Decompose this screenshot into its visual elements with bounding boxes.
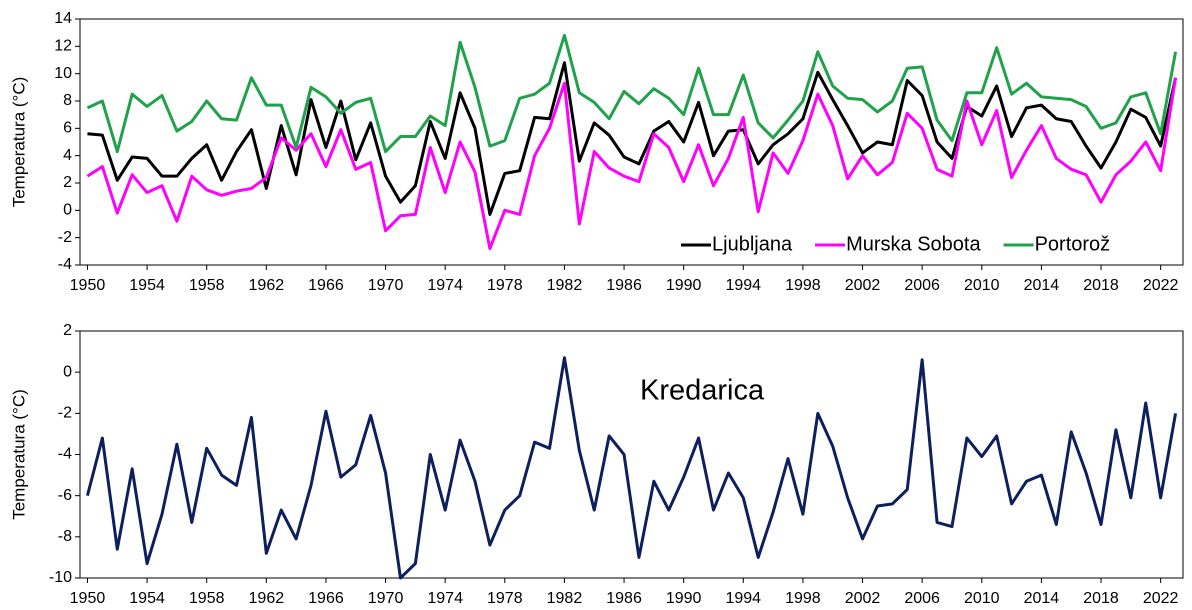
- legend-label: Ljubljana: [712, 233, 793, 255]
- x-tick-label: 1970: [368, 590, 404, 607]
- x-tick-label: 2022: [1143, 277, 1179, 294]
- x-tick-label: 1990: [666, 277, 702, 294]
- x-tick-label: 1994: [725, 277, 761, 294]
- x-tick-label: 1950: [70, 590, 106, 607]
- y-tick-label: -8: [58, 528, 72, 545]
- series-label: Kredarica: [640, 375, 765, 407]
- x-tick-label: 2022: [1143, 590, 1179, 607]
- plot-frame: [79, 330, 1184, 579]
- x-tick-label: 1998: [785, 277, 821, 294]
- x-tick-label: 1966: [308, 590, 344, 607]
- y-axis-label: Temperatura (°C): [9, 389, 28, 520]
- x-tick-label: 1970: [368, 277, 404, 294]
- x-tick-label: 2002: [845, 277, 881, 294]
- x-tick-label: 2014: [1024, 277, 1060, 294]
- x-tick-label: 2006: [904, 590, 940, 607]
- x-tick-label: 1994: [725, 590, 761, 607]
- x-tick-label: 1974: [427, 590, 463, 607]
- y-tick-label: 12: [54, 38, 72, 55]
- y-tick-label: -4: [58, 446, 72, 463]
- x-tick-label: 1986: [606, 590, 642, 607]
- series-line: [86, 33, 1178, 154]
- x-tick-label: 1966: [308, 277, 344, 294]
- y-tick-label: 0: [63, 202, 72, 219]
- y-tick-label: -2: [58, 405, 72, 422]
- y-axis-label: Temperatura (°C): [9, 77, 28, 208]
- y-tick-label: 4: [63, 147, 72, 164]
- y-tick-label: 10: [54, 65, 72, 82]
- y-tick-label: 8: [63, 92, 72, 109]
- y-tick-label: -6: [58, 487, 72, 504]
- x-tick-label: 1954: [129, 590, 165, 607]
- x-tick-label: 1986: [606, 277, 642, 294]
- legend-label: Portorož: [1035, 233, 1111, 255]
- x-tick-label: 1962: [249, 277, 285, 294]
- y-tick-label: 6: [63, 120, 72, 137]
- x-tick-label: 1962: [249, 590, 285, 607]
- x-tick-label: 1958: [189, 590, 225, 607]
- x-tick-label: 2010: [964, 277, 1000, 294]
- plot-frame: [79, 18, 1184, 266]
- y-tick-label: -10: [49, 569, 72, 586]
- series-line: [85, 356, 1178, 580]
- x-tick-label: 2010: [964, 590, 1000, 607]
- x-tick-label: 1950: [70, 277, 106, 294]
- x-tick-label: 1998: [785, 590, 821, 607]
- x-tick-label: 1982: [547, 590, 583, 607]
- x-tick-label: 2018: [1083, 590, 1119, 607]
- x-tick-label: 1990: [666, 590, 702, 607]
- x-tick-label: 1978: [487, 277, 523, 294]
- x-tick-label: 2006: [904, 277, 940, 294]
- x-tick-label: 1958: [189, 277, 225, 294]
- x-tick-label: 1982: [547, 277, 583, 294]
- y-tick-label: 2: [63, 174, 72, 191]
- x-tick-label: 1978: [487, 590, 523, 607]
- x-tick-label: 1954: [129, 277, 165, 294]
- y-tick-label: 14: [54, 10, 72, 27]
- x-tick-label: 2018: [1083, 277, 1119, 294]
- x-tick-label: 2014: [1024, 590, 1060, 607]
- y-tick-label: 0: [63, 363, 72, 380]
- x-tick-label: 2002: [845, 590, 881, 607]
- y-tick-label: -4: [58, 256, 72, 273]
- series-line: [87, 61, 1178, 216]
- y-tick-label: -2: [58, 229, 72, 246]
- y-tick-label: 2: [63, 322, 72, 339]
- x-tick-label: 1974: [427, 277, 463, 294]
- legend-label: Murska Sobota: [846, 233, 981, 255]
- series-line: [86, 77, 1178, 251]
